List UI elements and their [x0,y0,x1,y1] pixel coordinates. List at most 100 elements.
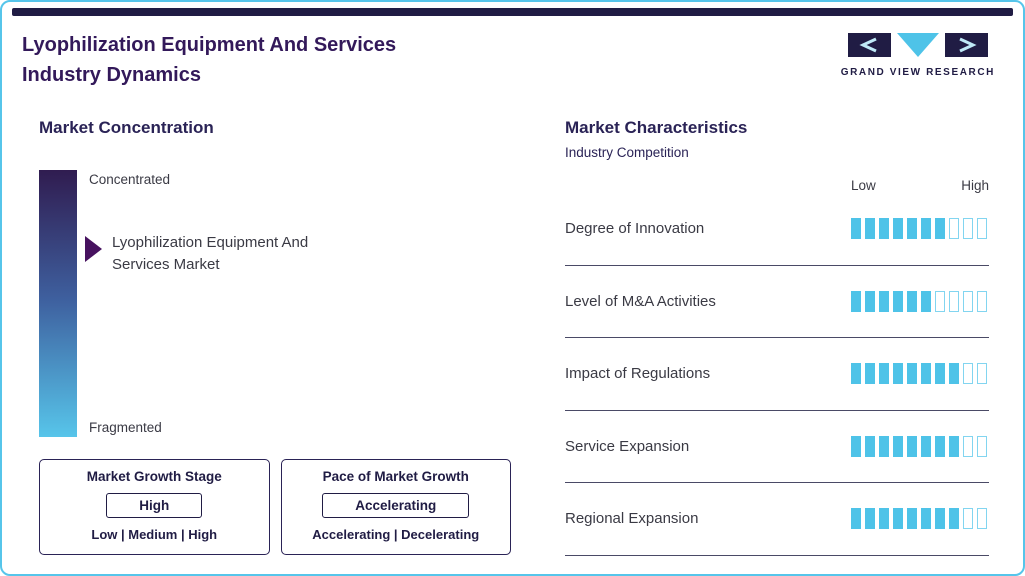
bar-segment-filled [921,218,931,240]
brand-logo-icon [847,33,988,57]
bar-segment-filled [949,363,959,385]
pace-of-growth-box: Pace of Market Growth Accelerating Accel… [280,459,511,555]
bar-segment-filled [949,435,959,457]
bar-segment-filled [935,218,945,240]
industry-competition-subheading: Industry Competition [565,145,689,160]
bar-segment-filled [865,290,875,312]
bar-segment-filled [921,508,931,530]
bar-segment-empty [977,218,987,240]
bar-segment-filled [851,290,861,312]
bar-segment-filled [893,435,903,457]
characteristic-row: Impact of Regulations [565,338,989,411]
bar-segment-empty [963,508,973,530]
characteristic-row: Regional Expansion [565,483,989,556]
bar-segment-filled [893,290,903,312]
concentration-gradient-bar [39,170,77,437]
bar-segment-filled [949,508,959,530]
bar-segment-empty [977,363,987,385]
low-high-scale-header: Low High [851,178,989,193]
bar-segment-filled [907,435,917,457]
market-concentration-heading: Market Concentration [39,118,214,137]
bar-segment-filled [851,508,861,530]
bar-segment-filled [907,508,917,530]
bar-segment-empty [935,290,945,312]
characteristic-row: Service Expansion [565,411,989,483]
marker-arrow-icon [85,236,102,262]
bar-segment-empty [963,363,973,385]
marker-label: Lyophilization Equipment And Services Ma… [112,234,309,273]
header: Lyophilization Equipment And Services In… [2,16,1023,90]
row-label: Service Expansion [565,437,690,455]
concentration-scale: Concentrated Fragmented Lyophilization E… [39,170,511,437]
bar-segment-filled [879,218,889,240]
bar-segment-empty [963,218,973,240]
bar-segment-empty [977,435,987,457]
growth-boxes: Market Growth Stage High Low | Medium | … [39,459,511,555]
bar-segment-empty [963,290,973,312]
bar-segment-filled [907,363,917,385]
characteristic-row: Level of M&A Activities [565,266,989,338]
market-concentration-section: Market Concentration Concentrated Fragme… [39,90,511,556]
growth-stage-options: Low | Medium | High [91,527,218,542]
bar-segment-filled [851,435,861,457]
bar-segment-filled [893,218,903,240]
bar-segment-filled [907,290,917,312]
bar-segment-filled [865,435,875,457]
bar-segment-filled [865,508,875,530]
bar-segment-empty [949,218,959,240]
bar-segment-filled [935,508,945,530]
rating-bar [851,218,989,240]
bar-segment-filled [893,508,903,530]
bar-segment-filled [879,290,889,312]
bar-segment-filled [879,508,889,530]
bar-segment-filled [865,218,875,240]
pace-title: Pace of Market Growth [322,469,469,484]
rating-bar [851,290,989,312]
growth-stage-value: High [106,493,203,518]
bar-segment-filled [865,363,875,385]
brand-logo: GRAND VIEW RESEARCH [841,32,995,78]
bar-segment-filled [879,363,889,385]
row-label: Degree of Innovation [565,220,705,238]
bar-segment-filled [907,218,917,240]
bar-segment-filled [893,363,903,385]
fragmented-label: Fragmented [89,420,162,435]
bar-segment-filled [851,363,861,385]
characteristic-row: Degree of Innovation [565,193,989,266]
bar-segment-filled [921,290,931,312]
rating-bar [851,363,989,385]
rating-bar [851,508,989,530]
row-label: Level of M&A Activities [565,292,716,310]
main-content: Market Concentration Concentrated Fragme… [2,90,1023,556]
concentrated-label: Concentrated [89,172,171,187]
bar-segment-empty [963,435,973,457]
bar-segment-filled [879,435,889,457]
bar-segment-filled [935,435,945,457]
scale-high-label: High [961,178,989,193]
bar-segment-filled [935,363,945,385]
market-position-marker: Lyophilization Equipment And Services Ma… [85,232,362,276]
characteristics-rows: Degree of Innovation Level of M&A Activi… [565,193,989,556]
page-title-line2: Industry Dynamics [22,64,201,86]
growth-stage-title: Market Growth Stage [86,469,222,484]
row-label: Impact of Regulations [565,365,711,383]
page-title: Lyophilization Equipment And Services In… [22,30,396,90]
pace-options: Accelerating | Decelerating [312,527,480,542]
market-characteristics-heading: Market Characteristics [565,118,748,137]
bar-segment-filled [851,218,861,240]
brand-logo-text: GRAND VIEW RESEARCH [840,67,995,78]
bar-segment-empty [949,290,959,312]
bar-segment-filled [921,363,931,385]
market-characteristics-section: Market Characteristics Industry Competit… [565,90,989,556]
bar-segment-filled [921,435,931,457]
bar-segment-empty [977,508,987,530]
row-label: Regional Expansion [565,510,699,528]
market-growth-stage-box: Market Growth Stage High Low | Medium | … [39,459,270,555]
bar-segment-empty [977,290,987,312]
page-title-line1: Lyophilization Equipment And Services [22,34,397,56]
scale-low-label: Low [851,178,876,193]
pace-value: Accelerating [322,493,470,518]
top-accent-bar [12,8,1013,16]
rating-bar [851,435,989,457]
